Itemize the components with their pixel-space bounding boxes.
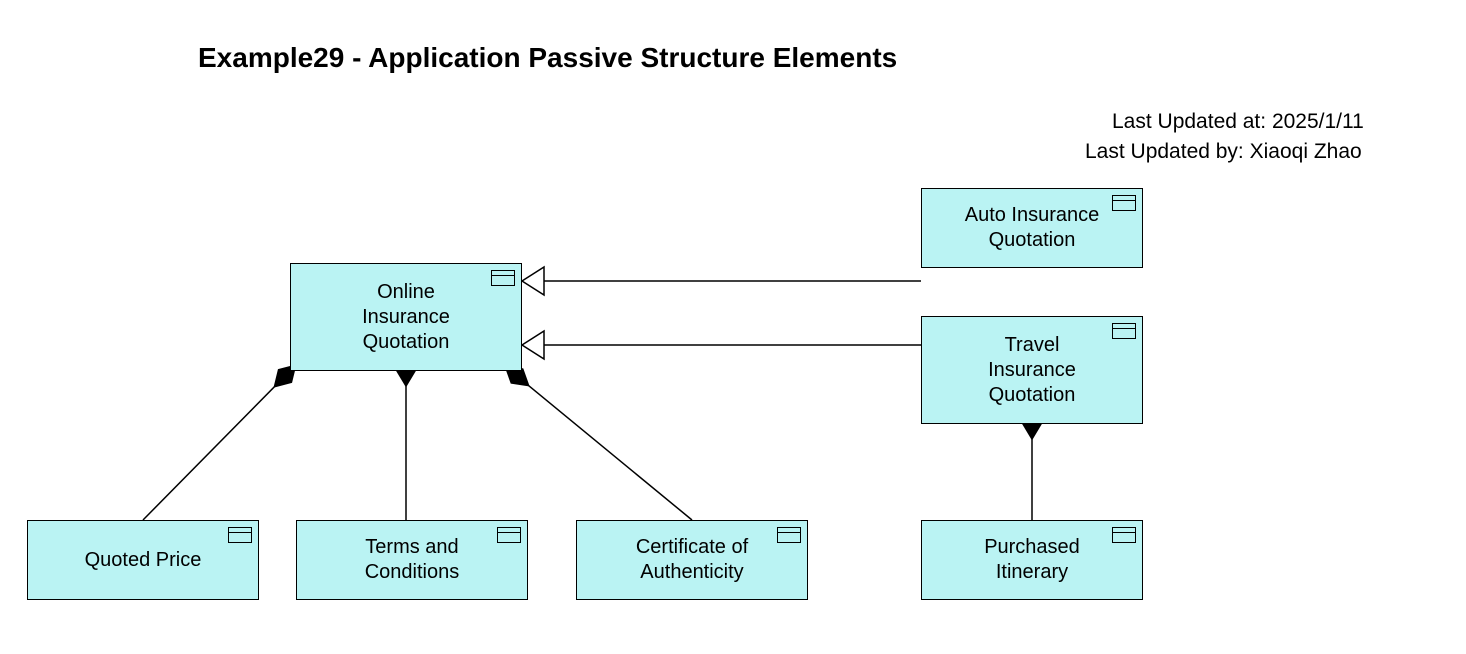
data-object-icon xyxy=(777,527,801,543)
data-object-icon xyxy=(1112,195,1136,211)
data-object-icon xyxy=(1112,527,1136,543)
edge-travel-itin xyxy=(1023,409,1041,520)
node-label: Auto Insurance Quotation xyxy=(965,203,1100,253)
edge-online-terms xyxy=(397,356,415,520)
node-itin: Purchased Itinerary xyxy=(921,520,1143,600)
node-auto: Auto Insurance Quotation xyxy=(921,188,1143,268)
edge-online-cert xyxy=(505,366,692,520)
data-object-icon xyxy=(1112,323,1136,339)
edge-auto-online xyxy=(522,267,921,295)
data-object-icon xyxy=(491,270,515,286)
node-online: Online Insurance Quotation xyxy=(290,263,522,371)
node-label: Travel Insurance Quotation xyxy=(988,333,1076,408)
diagram-title: Example29 - Application Passive Structur… xyxy=(198,42,897,74)
node-travel: Travel Insurance Quotation xyxy=(921,316,1143,424)
diagram-canvas: Example29 - Application Passive Structur… xyxy=(0,0,1466,654)
node-label: Online Insurance Quotation xyxy=(362,280,450,355)
node-terms: Terms and Conditions xyxy=(296,520,528,600)
edge-online-quoted xyxy=(143,365,296,520)
data-object-icon xyxy=(497,527,521,543)
node-quoted: Quoted Price xyxy=(27,520,259,600)
meta-updated-at: Last Updated at: 2025/1/11 xyxy=(1112,110,1364,134)
node-cert: Certificate of Authenticity xyxy=(576,520,808,600)
node-label: Purchased Itinerary xyxy=(984,535,1080,585)
data-object-icon xyxy=(228,527,252,543)
node-label: Terms and Conditions xyxy=(365,535,460,585)
meta-updated-by: Last Updated by: Xiaoqi Zhao xyxy=(1085,140,1362,164)
node-label: Certificate of Authenticity xyxy=(636,535,748,585)
edge-travel-online xyxy=(522,331,921,359)
node-label: Quoted Price xyxy=(85,548,202,573)
